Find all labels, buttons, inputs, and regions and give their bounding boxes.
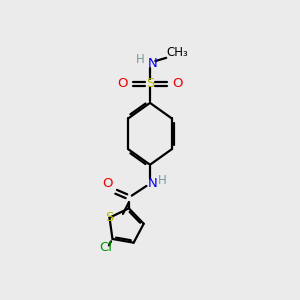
Text: CH₃: CH₃ [167,46,188,59]
Text: N: N [148,57,157,70]
Text: H: H [136,53,145,66]
Text: O: O [117,77,128,90]
Text: O: O [172,77,183,90]
Text: O: O [102,177,112,190]
Text: Cl: Cl [100,241,112,254]
Text: S: S [146,77,154,90]
Text: S: S [105,211,114,224]
Text: N: N [148,177,157,190]
Text: H: H [158,174,167,187]
